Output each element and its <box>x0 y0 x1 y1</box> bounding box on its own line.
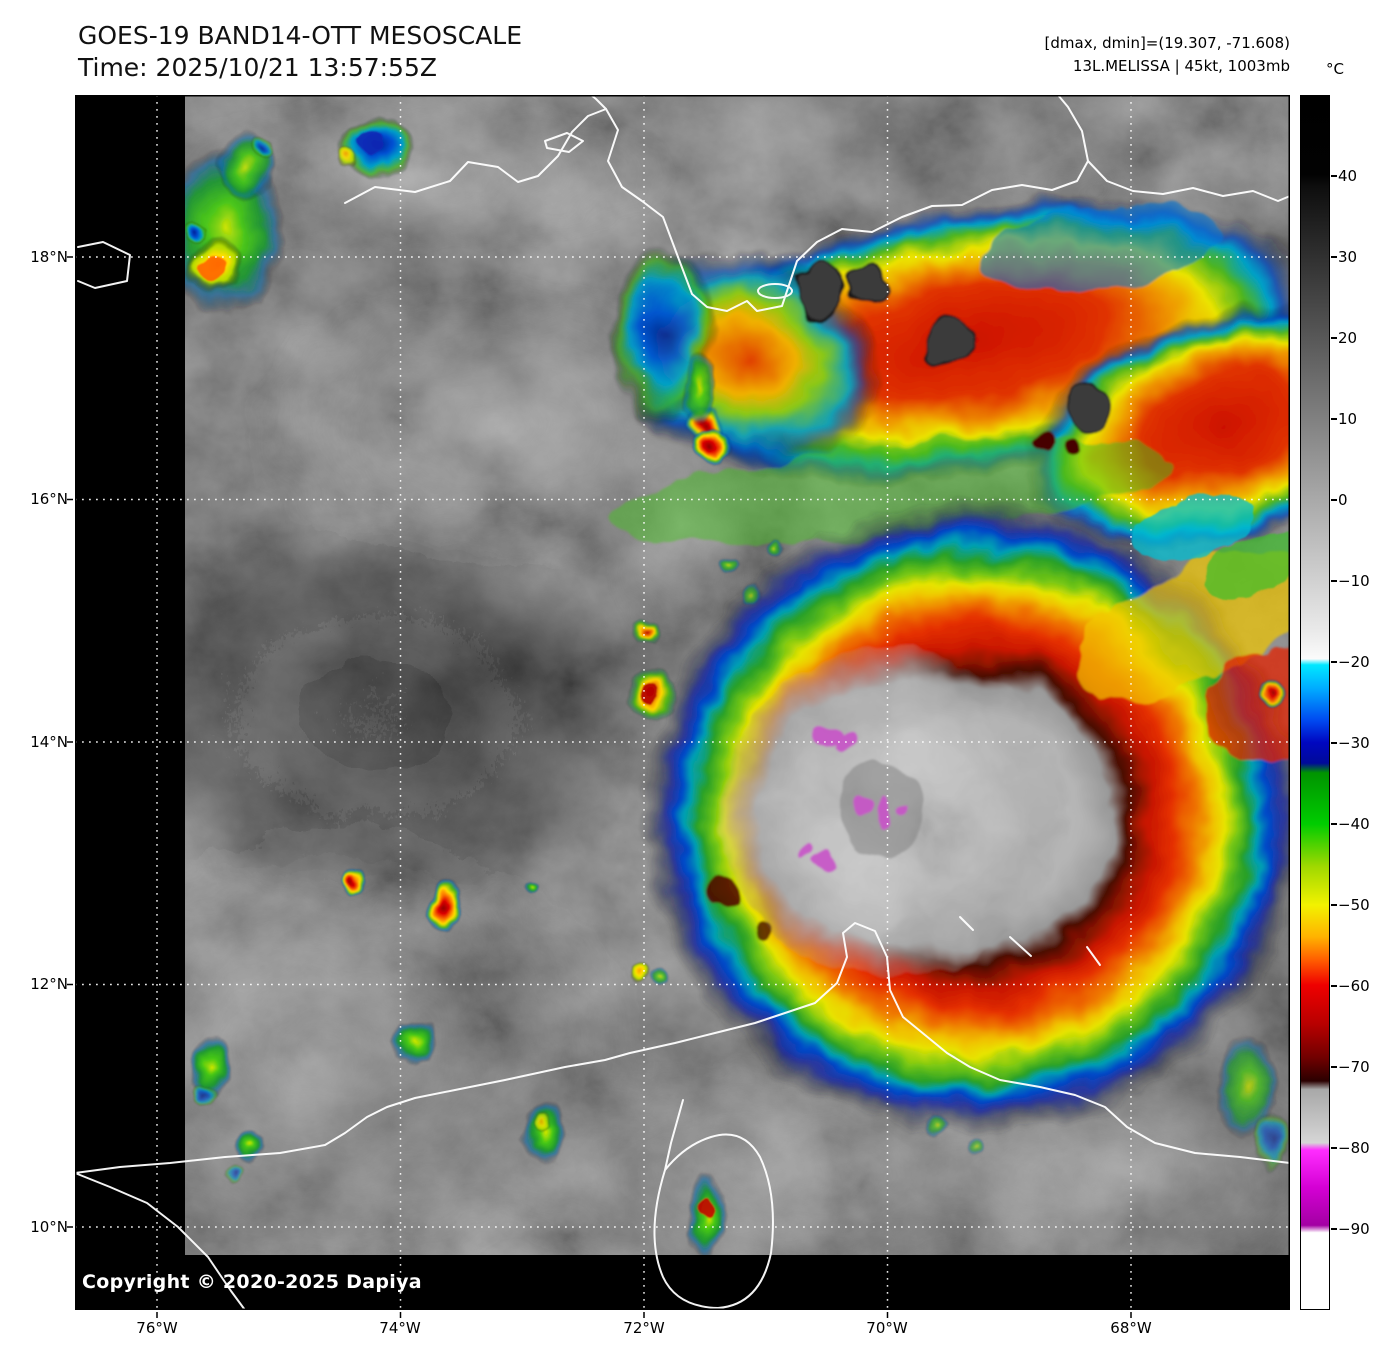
plot-frame <box>75 95 1290 1310</box>
lake-maracaibo <box>653 1099 774 1309</box>
island-aruba <box>959 916 974 931</box>
colorbar-tick-40: 40 <box>1338 167 1358 185</box>
colorbar-tick-m80: −80 <box>1338 1139 1370 1157</box>
colorbar-unit: °C <box>1326 60 1344 78</box>
range-info: [dmax, dmin]=(19.307, -71.608) <box>1044 34 1290 52</box>
colorbar-tickmark <box>1331 256 1337 258</box>
colorbar-tickmark <box>1331 1147 1337 1149</box>
colorbar-tickmark <box>1331 337 1337 339</box>
axis-ticks <box>67 256 1132 1318</box>
satellite-data-region <box>185 95 1290 1255</box>
colorbar-tickmark <box>1331 823 1337 825</box>
colorbar-tick-m60: −60 <box>1338 977 1370 995</box>
lon-label-76w: 76°W <box>136 1319 178 1337</box>
scattered-storm-cells <box>185 117 1290 1255</box>
satellite-image <box>67 94 1291 1318</box>
colorbar-tickmark <box>1331 1228 1337 1230</box>
lon-label-68w: 68°W <box>1110 1319 1152 1337</box>
colorbar-tick-10: 10 <box>1338 410 1358 428</box>
colorbar-tick-m10: −10 <box>1338 572 1370 590</box>
storm-info: 13L.MELISSA | 45kt, 1003mb <box>1072 57 1290 75</box>
lon-label-74w: 74°W <box>379 1319 421 1337</box>
lat-label-12n: 12°N <box>30 975 68 993</box>
colorbar-tick-0: 0 <box>1338 491 1348 509</box>
lat-label-14n: 14°N <box>30 733 68 751</box>
copyright-watermark: Copyright © 2020-2025 Dapiya <box>82 1271 422 1293</box>
colorbar-tick-m40: −40 <box>1338 815 1370 833</box>
coastline-south-america <box>74 922 1291 1174</box>
lat-label-18n: 18°N <box>30 248 68 266</box>
coastline-jamaica <box>77 241 131 289</box>
lon-label-72w: 72°W <box>623 1319 665 1337</box>
colorbar-tickmark <box>1331 175 1337 177</box>
colorbar-tickmark <box>1331 418 1337 420</box>
colorbar-tickmark <box>1331 1066 1337 1068</box>
colorbar-tick-m50: −50 <box>1338 896 1370 914</box>
image-timestamp: Time: 2025/10/21 13:57:55Z <box>78 53 437 82</box>
coastlines <box>74 94 1291 1311</box>
colorbar-tick-m70: −70 <box>1338 1058 1370 1076</box>
lake-enriquillo <box>757 283 793 299</box>
coastline-dr-east <box>1087 160 1291 202</box>
lon-label-70w: 70°W <box>866 1319 908 1337</box>
colorbar-tick-m20: −20 <box>1338 653 1370 671</box>
colorbar-tick-m90: −90 <box>1338 1220 1370 1238</box>
colorbar-tick-30: 30 <box>1338 248 1358 266</box>
island-curacao <box>1009 936 1032 957</box>
colorbar-tick-20: 20 <box>1338 329 1358 347</box>
coldest-tops-magenta <box>806 723 909 866</box>
coastline-uraba <box>74 1172 246 1311</box>
colorbar <box>1300 95 1330 1310</box>
lat-label-16n: 16°N <box>30 490 68 508</box>
colorbar-tickmark <box>1331 904 1337 906</box>
hurricane-melissa <box>630 487 1290 1147</box>
colorbar-tickmark <box>1331 985 1337 987</box>
lat-label-10n: 10°N <box>30 1218 68 1236</box>
colorbar-tickmark <box>1331 661 1337 663</box>
page-title: GOES-19 BAND14-OTT MESOSCALE <box>78 21 523 50</box>
colorbar-tickmark <box>1331 499 1337 501</box>
coastline-gonave <box>544 132 584 153</box>
colorbar-tickmark <box>1331 742 1337 744</box>
coastline-hispaniola <box>344 94 1089 312</box>
island-bonaire <box>1086 946 1101 966</box>
colorbar-tickmark <box>1331 580 1337 582</box>
colorbar-tick-m30: −30 <box>1338 734 1370 752</box>
